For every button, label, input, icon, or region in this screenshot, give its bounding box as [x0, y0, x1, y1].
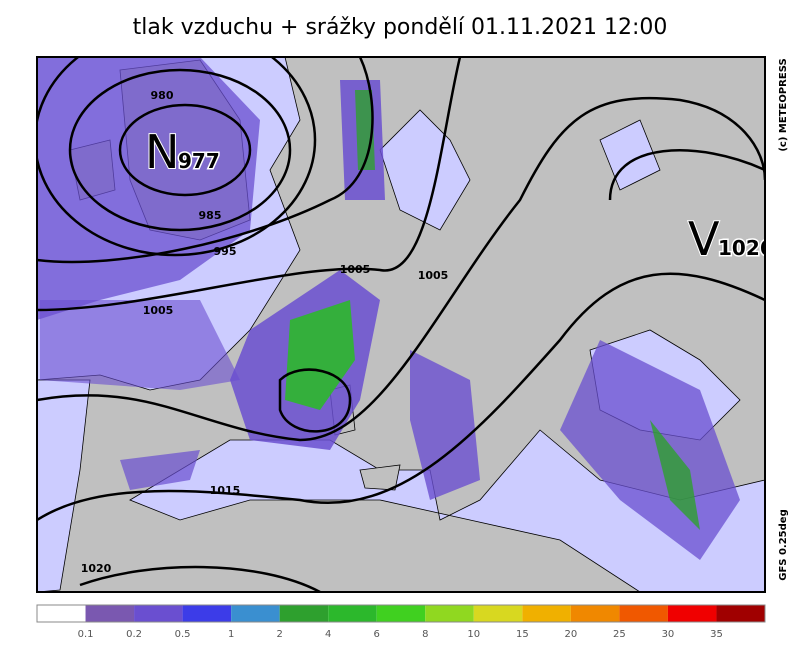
legend-swatch [716, 605, 765, 622]
isobar-label: 1005 [418, 269, 449, 282]
isobar-label: 1005 [143, 304, 174, 317]
map: 980 985 995 1005 1005 1005 1015 1020 N 977 V 10… [37, 57, 774, 592]
legend-label: 35 [710, 629, 723, 640]
low-letter: N [145, 125, 179, 179]
copyright: (c) METEOPRESS [778, 58, 789, 151]
legend-swatch [570, 605, 620, 622]
map-title: tlak vzduchu + srážky pondělí 01.11.2021… [133, 15, 668, 40]
isobar-label: 980 [151, 89, 174, 102]
model-name: GFS 0.25deg [778, 509, 789, 581]
isobar-label: 985 [199, 209, 222, 222]
legend-label: 25 [613, 629, 626, 640]
legend-swatch [473, 605, 523, 622]
legend-label: 10 [467, 629, 480, 640]
legend-label: 2 [276, 629, 282, 640]
map-frame [36, 56, 766, 593]
legend-swatch [328, 605, 377, 622]
legend-label: 0.2 [126, 629, 142, 640]
legend-label: 15 [516, 629, 529, 640]
legend-swatch [231, 605, 280, 622]
isobar-label: 1020 [81, 562, 112, 575]
legend-label: 6 [374, 629, 380, 640]
isobar-labels: 980 985 995 1005 1005 1005 1015 1020 [81, 89, 449, 575]
legend-swatch [85, 605, 135, 622]
legend-swatch [134, 605, 183, 622]
legend-label: 0.1 [78, 629, 94, 640]
high-letter: V [688, 212, 720, 266]
legend-frame [36, 604, 766, 623]
precipitation [37, 57, 740, 560]
legend-label: 20 [564, 629, 577, 640]
legend-swatch [425, 605, 474, 622]
legend-swatch [279, 605, 329, 622]
legend-swatch [522, 605, 571, 622]
isobar-label: 995 [214, 245, 237, 258]
legend-label: 1 [228, 629, 234, 640]
isobars [37, 57, 765, 592]
legend-label: 30 [662, 629, 675, 640]
legend-label: 0.5 [175, 629, 191, 640]
color-legend: 0.1 0.2 0.5 1 2 4 6 8 10 15 20 25 30 35 [36, 604, 766, 640]
low-value: 977 [178, 149, 220, 173]
legend-swatch [376, 605, 426, 622]
legend-swatch [182, 605, 232, 622]
legend-swatch [37, 605, 86, 622]
isobar-label: 1015 [210, 484, 241, 497]
legend-swatch [619, 605, 668, 622]
isobar-label: 1005 [340, 263, 371, 276]
legend-swatch [667, 605, 717, 622]
legend-label: 8 [422, 629, 428, 640]
high-value: 1026 [718, 236, 774, 260]
legend-label: 4 [325, 629, 331, 640]
